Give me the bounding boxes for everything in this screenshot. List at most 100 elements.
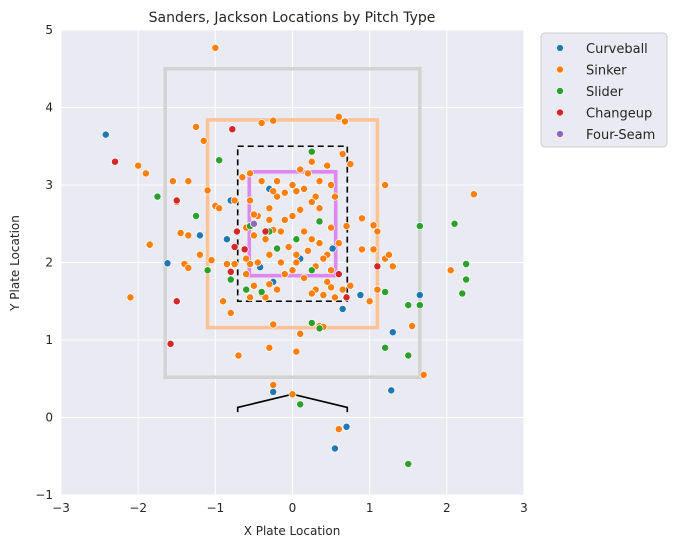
point-sinker	[176, 229, 185, 237]
point-sinker	[141, 169, 150, 178]
point-sinker	[249, 210, 258, 219]
point-changeup	[172, 297, 181, 306]
point-sinker	[346, 281, 355, 290]
point-sinker	[323, 277, 332, 286]
point-sinker	[269, 381, 278, 389]
point-slider	[404, 301, 413, 310]
point-sinker	[288, 181, 297, 189]
point-sinker	[230, 196, 239, 205]
legend-label-changeup: Changeup	[586, 107, 652, 122]
point-sinker	[222, 260, 231, 268]
point-curveball	[328, 244, 337, 253]
point-sinker	[358, 214, 366, 223]
point-changeup	[230, 243, 239, 251]
point-sinker	[373, 285, 382, 294]
y-tick-label: 5	[45, 23, 53, 37]
y-axis-label: Y Plate Location	[8, 215, 22, 312]
zone-box-2	[205, 118, 380, 330]
point-sinker	[300, 227, 309, 236]
point-sinker	[307, 235, 316, 244]
point-slider	[307, 319, 316, 327]
x-tick-label: 0	[289, 501, 297, 515]
point-sinker	[226, 308, 235, 317]
point-sinker	[315, 239, 324, 248]
point-sinker	[419, 370, 428, 379]
point-sinker	[315, 204, 324, 213]
point-sinker	[234, 351, 243, 360]
point-sinker	[373, 227, 382, 236]
point-slider	[307, 147, 316, 156]
data-points	[101, 43, 478, 468]
point-sinker	[338, 285, 347, 294]
x-tick-label: 1	[366, 501, 374, 515]
point-sinker	[253, 258, 262, 267]
point-slider	[415, 301, 424, 310]
point-sinker	[307, 198, 316, 206]
point-sinker	[315, 177, 324, 186]
legend-label-slider: Slider	[586, 85, 624, 100]
x-tick-label: −2	[129, 501, 147, 515]
legend-label-four-seam: Four-Seam	[586, 128, 655, 143]
point-sinker	[249, 281, 258, 290]
point-changeup	[226, 267, 235, 276]
point-slider	[404, 351, 413, 360]
point-sinker	[273, 285, 282, 294]
point-sinker	[246, 196, 255, 205]
point-sinker	[303, 246, 312, 255]
point-sinker	[300, 184, 309, 193]
legend-label-curveball: Curveball	[586, 42, 648, 57]
point-sinker	[246, 169, 255, 178]
point-sinker	[334, 239, 343, 248]
point-sinker	[330, 293, 339, 302]
point-changeup	[232, 227, 241, 236]
y-tick-label: 2	[45, 256, 53, 270]
point-sinker	[269, 116, 278, 125]
point-slider	[226, 275, 235, 284]
point-sinker	[184, 177, 193, 186]
point-slider	[153, 192, 162, 201]
point-sinker	[261, 293, 270, 302]
point-sinker	[249, 231, 258, 240]
point-sinker	[292, 187, 301, 196]
x-tick-labels: −3 −2 −1 0 1 2 3	[52, 501, 528, 515]
point-curveball	[222, 235, 231, 244]
point-curveball	[415, 291, 424, 299]
point-curveball	[330, 444, 339, 453]
point-sinker	[276, 227, 285, 236]
point-sinker	[327, 223, 336, 232]
point-sinker	[280, 215, 289, 224]
point-sinker	[330, 192, 339, 201]
point-sinker	[195, 250, 204, 259]
point-sinker	[242, 254, 251, 263]
y-tick-label: 0	[45, 411, 53, 425]
point-sinker	[365, 297, 374, 306]
point-changeup	[334, 270, 343, 279]
point-sinker	[284, 243, 293, 251]
point-sinker	[446, 266, 455, 275]
point-sinker	[168, 177, 177, 186]
point-sinker	[184, 263, 193, 272]
point-sinker	[292, 258, 301, 267]
point-sinker	[338, 150, 347, 158]
point-sinker	[369, 245, 378, 254]
point-slider	[273, 244, 282, 253]
point-sinker	[303, 169, 312, 178]
point-sinker	[265, 280, 274, 289]
point-sinker	[346, 160, 355, 169]
point-sinker	[273, 177, 282, 186]
point-sinker	[261, 235, 270, 244]
point-sinker	[292, 250, 301, 259]
point-sinker	[265, 204, 274, 213]
point-sinker	[311, 192, 320, 201]
legend-marker-four-seam	[556, 130, 564, 138]
point-sinker	[319, 254, 328, 263]
point-sinker	[257, 177, 266, 186]
point-sinker	[238, 173, 247, 182]
point-sinker	[307, 157, 316, 166]
legend-frame	[540, 32, 668, 148]
point-sinker	[280, 270, 289, 279]
point-sinker	[327, 283, 336, 292]
point-sinker	[288, 212, 297, 220]
point-sinker	[219, 297, 227, 306]
